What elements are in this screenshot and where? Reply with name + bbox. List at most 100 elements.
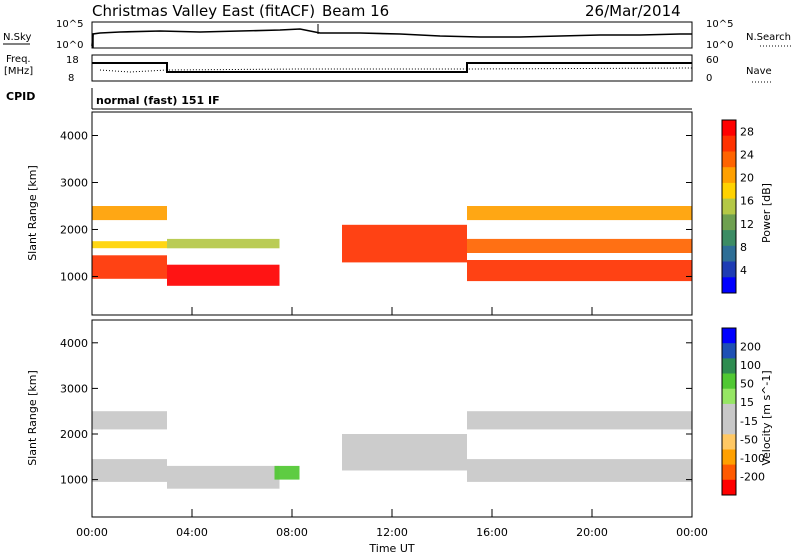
colorbar-tick-label: -50: [740, 433, 758, 446]
nsky-tick-top-left: 10^5: [56, 19, 83, 30]
heatmap-cell: [274, 465, 300, 480]
heatmap-cell: [467, 260, 692, 282]
colorbar-swatch: [722, 464, 736, 481]
date-label: 26/Mar/2014: [585, 2, 681, 20]
heatmap-cell: [92, 206, 167, 221]
velocity-colorbar: -200 -100 -50 -15 15 50 100 200: [721, 327, 765, 496]
heatmap-cell: [467, 238, 692, 253]
colorbar-swatch: [722, 120, 736, 137]
x-tick-label: 00:00: [676, 526, 708, 539]
colorbar-frame: [721, 119, 737, 294]
y-tick-label: 4000: [60, 129, 88, 142]
heatmap-cell: [167, 238, 280, 249]
colorbar-tick-label: 50: [740, 378, 754, 391]
colorbar-swatch: [722, 479, 736, 496]
colorbar-swatch: [722, 358, 736, 375]
colorbar-swatch: [722, 449, 736, 466]
power-ylabel: Slant Range [km]: [26, 165, 39, 261]
colorbar-swatch: [722, 434, 736, 450]
colorbar-swatch: [722, 182, 736, 200]
heatmap-cell: [467, 206, 692, 221]
heatmap-cell: [92, 255, 167, 279]
cpid-text: normal (fast) 151 IF: [96, 94, 220, 107]
y-tick-label: 1000: [60, 474, 88, 487]
nsky-tick-bottom-right: 10^0: [706, 40, 733, 51]
colorbar-tick-label: 200: [740, 341, 761, 354]
nsky-series: [91, 28, 692, 47]
y-tick-label: 1000: [60, 270, 88, 283]
heatmap-cell: [167, 465, 280, 489]
velocity-colorbar-label: Velocity [m s^-1]: [760, 370, 773, 465]
cpid-label: CPID: [6, 90, 35, 103]
x-tick-label: 12:00: [376, 526, 408, 539]
nave-label: Nave: [746, 66, 772, 77]
colorbar-tick-label: 28: [740, 126, 754, 139]
x-tick-label: 04:00: [176, 526, 208, 539]
x-tick-label: 16:00: [476, 526, 508, 539]
power-panel: 1000 2000 3000 4000 Slant Range [km] 4 8 12 16…: [26, 111, 773, 316]
nsky-panel: N.Sky 10^5 10^0 10^5 10^0 N.Search: [3, 19, 792, 51]
heatmap-cell: [167, 264, 280, 286]
freq-tick-bottom-left: 8: [68, 73, 74, 84]
y-tick-label: 2000: [60, 428, 88, 441]
velocity-ylabel: Slant Range [km]: [26, 370, 39, 466]
nsky-tick-bottom-left: 10^0: [56, 40, 83, 51]
colorbar-swatch: [722, 277, 736, 294]
colorbar-tick-label: 8: [740, 241, 747, 254]
velocity-panel: 1000 2000 3000 4000 Slant Range [km] -200 -1…: [26, 319, 773, 518]
colorbar-tick-label: -15: [740, 415, 758, 428]
velocity-heatmap: [92, 411, 692, 489]
y-tick-label: 4000: [60, 337, 88, 350]
plot-title: Christmas Valley East (fitACF): [92, 2, 315, 20]
x-tick-label: 00:00: [76, 526, 108, 539]
colorbar-tick-label: 20: [740, 172, 754, 185]
y-tick-label: 3000: [60, 176, 88, 189]
x-tick-label: 20:00: [576, 526, 608, 539]
colorbar-swatch: [722, 245, 736, 262]
heatmap-cell: [342, 224, 467, 263]
heatmap-cell: [92, 241, 167, 249]
colorbar-swatch: [722, 230, 736, 247]
heatmap-cell: [342, 434, 467, 471]
heatmap-cell: [92, 459, 167, 482]
colorbar-swatch: [722, 135, 736, 152]
colorbar-swatch: [722, 151, 736, 168]
power-y-axis: 1000 2000 3000 4000: [60, 129, 692, 283]
colorbar-swatch: [722, 167, 736, 184]
colorbar-swatch: [722, 419, 736, 435]
freq-panel: Freq. [MHz] 18 8 60 0 Nave: [4, 54, 772, 84]
x-tick-label: 08:00: [276, 526, 308, 539]
heatmap-cell: [467, 411, 692, 430]
freq-tick-top-right: 60: [706, 55, 719, 66]
freq-unit-label: [MHz]: [4, 66, 33, 77]
cpid-panel: CPID normal (fast) 151 IF: [6, 88, 692, 110]
nsearch-label: N.Search: [746, 32, 791, 43]
power-colorbar: 4 8 12 16 20 24 28: [721, 119, 754, 294]
heatmap-cell: [92, 411, 167, 430]
beam-label: Beam 16: [322, 2, 389, 20]
colorbar-swatch: [722, 373, 736, 390]
colorbar-swatch: [722, 388, 736, 405]
colorbar-swatch: [722, 328, 736, 344]
colorbar-tick-label: 100: [740, 359, 761, 372]
colorbar-tick-label: 16: [740, 195, 754, 208]
nsky-label: N.Sky: [3, 32, 31, 43]
heatmap-cell: [467, 459, 692, 482]
freq-tick-bottom-right: 0: [706, 73, 712, 84]
colorbar-swatch: [722, 261, 736, 278]
y-tick-label: 2000: [60, 223, 88, 236]
power-heatmap: [92, 206, 692, 286]
colorbar-tick-label: 15: [740, 396, 754, 409]
x-axis-label: Time UT: [368, 542, 414, 554]
colorbar-tick-label: 12: [740, 218, 754, 231]
colorbar-swatch: [722, 403, 736, 420]
colorbar-tick-label: 24: [740, 149, 754, 162]
time-x-axis: 00:00 04:00 08:00 12:00 16:00 20:00 00:00: [76, 307, 708, 539]
colorbar-swatch: [722, 214, 736, 231]
freq-label: Freq.: [6, 54, 31, 65]
colorbar-frame: [721, 327, 737, 496]
colorbar-swatch: [722, 343, 736, 359]
colorbar-tick-label: -100: [740, 452, 765, 465]
velocity-y-axis: 1000 2000 3000 4000: [60, 337, 692, 487]
